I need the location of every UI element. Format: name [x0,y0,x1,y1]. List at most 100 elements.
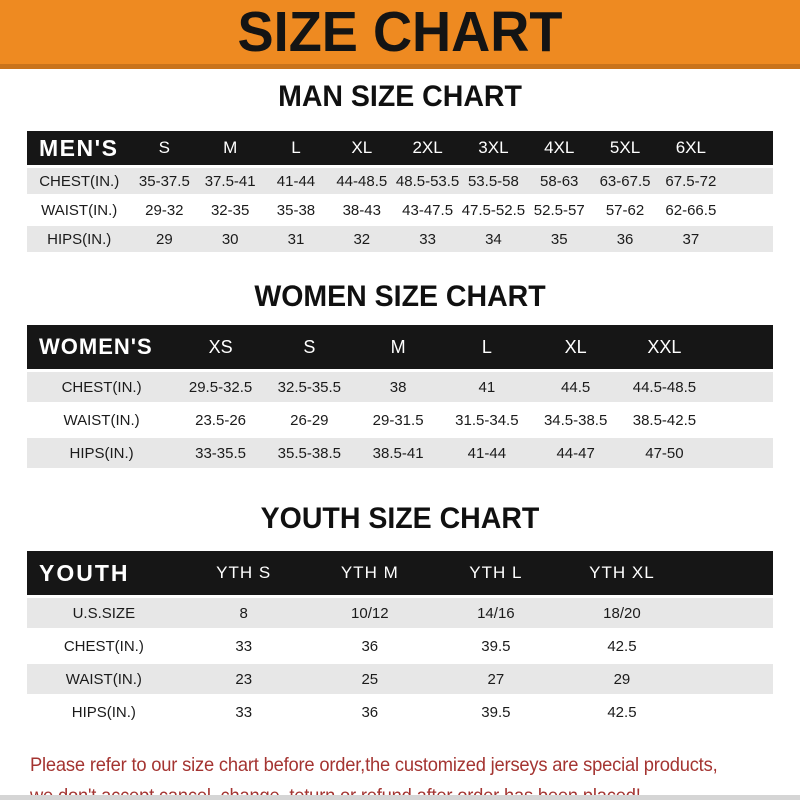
column-header: L [442,325,532,369]
table-row: HIPS(IN.) 33 36 39.5 42.5 [27,697,773,727]
row-label: WAIST(IN.) [27,197,132,223]
table-row: WAIST(IN.) 23.5-26 26-29 29-31.5 31.5-34.5 34… [27,405,773,435]
filler-cell [708,438,773,468]
cell: 37.5-41 [197,168,264,194]
section-men: MAN SIZE CHART MEN'S S M L XL 2XL 3XL 4XL 5XL 6XL… [0,79,800,255]
column-header: 2XL [394,131,461,165]
cell: 36 [306,631,433,661]
cell: 35 [526,226,593,252]
cell: 39.5 [432,697,559,727]
table-group-label: YOUTH [27,551,181,595]
header-row: MEN'S S M L XL 2XL 3XL 4XL 5XL 6XL [27,131,773,165]
cell: 30 [197,226,264,252]
women-section-title: WOMEN SIZE CHART [254,280,546,313]
column-header: XS [176,325,265,369]
column-header: 5XL [592,131,658,165]
cell: 32.5-35.5 [264,372,354,402]
cell: 43-47.5 [394,197,461,223]
women-size-table: WOMEN'S XS S M L XL XXL CHEST(IN.) 29.5-32.5 32.5… [27,322,773,471]
column-header: YTH L [432,551,559,595]
column-header: 6XL [657,131,724,165]
row-label: CHEST(IN.) [27,372,177,402]
column-header: XXL [620,325,709,369]
cell: 33 [394,226,461,252]
row-label: U.S.SIZE [27,598,181,628]
row-label: HIPS(IN.) [27,438,177,468]
row-label: WAIST(IN.) [27,664,181,694]
filler-cell [708,325,773,369]
cell: 29-32 [131,197,198,223]
cell: 35-37.5 [131,168,198,194]
filler-cell [684,551,773,595]
men-section-title: MAN SIZE CHART [278,80,522,113]
table-group-label: WOMEN'S [27,325,177,369]
column-header: XL [531,325,621,369]
cell: 33 [180,631,307,661]
banner: SIZE CHART [0,0,800,69]
filler-cell [684,664,773,694]
cell: 31.5-34.5 [442,405,532,435]
cell: 42.5 [558,631,685,661]
filler-cell [723,168,773,194]
cell: 38.5-41 [353,438,443,468]
row-label: CHEST(IN.) [27,631,181,661]
filler-cell [708,372,773,402]
column-header: S [264,325,354,369]
bottom-divider [0,795,800,800]
cell: 27 [432,664,559,694]
youth-size-table: YOUTH YTH S YTH M YTH L YTH XL U.S.SIZE 8 10/12… [27,548,773,730]
row-label: CHEST(IN.) [27,168,132,194]
cell: 8 [180,598,307,628]
filler-cell [708,405,773,435]
table-row: CHEST(IN.) 35-37.5 37.5-41 41-44 44-48.5 48.5… [27,168,773,194]
cell: 36 [592,226,658,252]
cell: 32 [328,226,395,252]
filler-cell [723,197,773,223]
cell: 41-44 [442,438,532,468]
cell: 47.5-52.5 [460,197,527,223]
cell: 67.5-72 [657,168,724,194]
cell: 23.5-26 [176,405,265,435]
cell: 25 [306,664,433,694]
cell: 47-50 [620,438,709,468]
cell: 14/16 [432,598,559,628]
cell: 35-38 [263,197,329,223]
column-header: YTH XL [558,551,685,595]
cell: 23 [180,664,307,694]
cell: 48.5-53.5 [394,168,461,194]
cell: 18/20 [558,598,685,628]
cell: 44.5-48.5 [620,372,709,402]
table-row: CHEST(IN.) 29.5-32.5 32.5-35.5 38 41 44.5 44.5… [27,372,773,402]
cell: 35.5-38.5 [264,438,354,468]
filler-cell [684,598,773,628]
footer-line-1: Please refer to our size chart before or… [30,754,718,776]
column-header: YTH S [180,551,307,595]
section-women: WOMEN SIZE CHART WOMEN'S XS S M L XL XXL CHEST(… [0,279,800,471]
column-header: 3XL [460,131,527,165]
filler-cell [684,697,773,727]
section-youth: YOUTH SIZE CHART YOUTH YTH S YTH M YTH L YTH… [0,501,800,730]
cell: 57-62 [592,197,658,223]
cell: 33 [180,697,307,727]
row-label: HIPS(IN.) [27,697,181,727]
header-row: WOMEN'S XS S M L XL XXL [27,325,773,369]
column-header: M [353,325,443,369]
column-header: YTH M [306,551,433,595]
cell: 44-48.5 [328,168,395,194]
cell: 38-43 [328,197,395,223]
table-row: HIPS(IN.) 33-35.5 35.5-38.5 38.5-41 41-44 44-… [27,438,773,468]
footer-disclaimer: Please refer to our size chart before or… [0,750,800,800]
cell: 34.5-38.5 [531,405,621,435]
table-row: U.S.SIZE 8 10/12 14/16 18/20 [27,598,773,628]
cell: 37 [657,226,724,252]
table-row: CHEST(IN.) 33 36 39.5 42.5 [27,631,773,661]
row-label: WAIST(IN.) [27,405,177,435]
column-header: S [131,131,198,165]
filler-cell [723,226,773,252]
cell: 42.5 [558,697,685,727]
cell: 29 [558,664,685,694]
table-row: HIPS(IN.) 29 30 31 32 33 34 35 36 37 [27,226,773,252]
row-label: HIPS(IN.) [27,226,132,252]
cell: 44.5 [531,372,621,402]
column-header: L [263,131,329,165]
